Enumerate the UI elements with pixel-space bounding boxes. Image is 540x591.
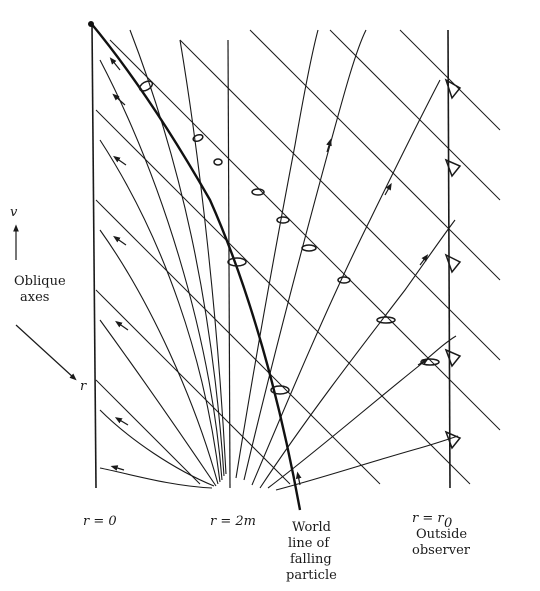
axis-v-label: v — [10, 205, 18, 220]
rr0-label: r = r — [412, 511, 444, 526]
oblique-label-2: axes — [20, 290, 49, 305]
ingoing-null-lines — [95, 29, 451, 485]
outside-label-1: Outside — [416, 527, 467, 542]
observer-cones — [444, 78, 462, 450]
r2m-label: r = 2m — [210, 514, 256, 529]
rr0-line — [447, 29, 451, 489]
r0-label: r = 0 — [83, 514, 117, 529]
rr0-sub: 0 — [444, 516, 452, 531]
world-line-label-1: World — [292, 520, 331, 535]
oblique-axes — [13, 224, 77, 381]
world-line-label-3: falling — [290, 552, 332, 567]
particle-world-line — [89, 21, 302, 511]
r0-line — [91, 23, 97, 489]
world-line-label-2: line of — [288, 536, 330, 551]
ingoing-curves — [99, 29, 227, 489]
axis-r-label: r — [80, 379, 87, 394]
outgoing-light-rays — [235, 29, 459, 491]
oblique-label-1: Oblique — [14, 274, 66, 289]
singularity-dot — [88, 21, 94, 27]
outer-diagonals — [449, 79, 501, 485]
arrows — [109, 57, 430, 486]
outside-label-2: observer — [412, 543, 471, 558]
light-cones — [138, 80, 440, 395]
world-line-label-4: particle — [286, 568, 337, 583]
